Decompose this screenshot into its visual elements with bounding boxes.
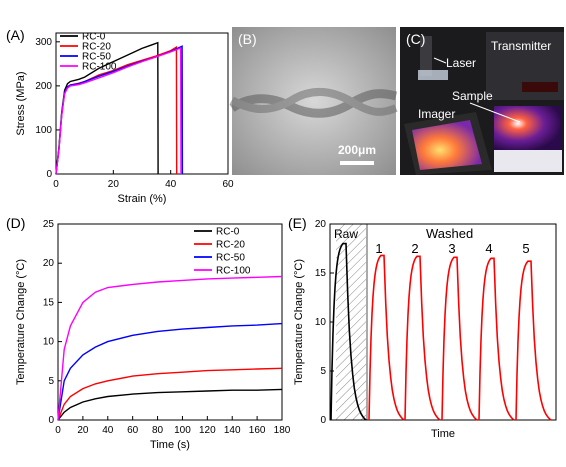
x-tick-label: 180 — [274, 425, 291, 436]
transmitter-display — [522, 82, 558, 92]
panel-a-tag: (A) — [6, 27, 25, 43]
raw-label: Raw — [334, 227, 358, 241]
x-axis-label: Time — [431, 428, 455, 440]
cycle-curve — [478, 257, 515, 421]
y-tick-label: 200 — [35, 81, 52, 92]
legend-label: RC-20 — [82, 42, 111, 53]
cycle-curve — [441, 256, 478, 421]
monitor-screen — [494, 106, 562, 150]
y-tick-label: 10 — [315, 317, 327, 328]
legend-label: RC-20 — [216, 240, 245, 251]
laser-mount — [420, 36, 432, 76]
y-tick-label: 300 — [35, 37, 52, 48]
x-tick-label: 0 — [53, 179, 59, 190]
series-line-rc-100 — [57, 275, 283, 421]
x-tick-label: 80 — [152, 425, 164, 436]
cycle-label: 5 — [522, 241, 529, 256]
series-line-rc-20 — [57, 367, 283, 421]
legend-label: RC-50 — [216, 253, 245, 264]
x-axis-label: Time (s) — [150, 439, 190, 451]
scale-bar-label: 200μm — [338, 143, 376, 157]
x-tick-label: 160 — [249, 425, 266, 436]
label-transmitter: Transmitter — [491, 39, 551, 53]
y-tick-label: 10 — [43, 337, 55, 348]
cycle-curve — [404, 255, 441, 421]
cycle-curve — [368, 254, 405, 421]
monitor-lower-screen — [494, 150, 562, 172]
x-tick-label: 20 — [77, 425, 89, 436]
washed-label: Washed — [426, 226, 473, 241]
cycle-label: 2 — [411, 241, 418, 256]
sample-holder — [418, 70, 448, 80]
label-imager: Imager — [418, 107, 455, 121]
legend-label: RC-50 — [82, 52, 111, 63]
series-line-rc-100 — [55, 46, 182, 175]
panel-c-tag: (C) — [406, 31, 425, 47]
series-line-rc-50 — [57, 322, 283, 421]
y-tick-label: 0 — [46, 169, 52, 180]
y-axis-label: Temperature Change (°C) — [15, 259, 27, 385]
y-axis-label: Temperature Change (°C) — [293, 259, 305, 385]
stress-strain-chart: 0 20 40 60 0 100 200 300 Strain (%) Stress (MPa) R… — [15, 32, 234, 206]
cycle-label: 3 — [448, 241, 455, 256]
x-tick-label: 60 — [222, 179, 234, 190]
sample-pointer-line — [469, 102, 521, 123]
y-axis-label: Stress (MPa) — [15, 71, 27, 135]
x-tick-label: 60 — [127, 425, 139, 436]
panel-b-tag: (B) — [238, 31, 257, 47]
series-line-rc-0 — [57, 388, 283, 421]
panel-c: (C) Laser Transmitter Sample Imager — [400, 27, 564, 175]
y-tick-label: 0 — [48, 415, 54, 426]
x-tick-label: 140 — [224, 425, 241, 436]
legend-label: RC-0 — [82, 32, 106, 43]
x-tick-label: 40 — [102, 425, 114, 436]
thermal-imager-screen — [412, 120, 482, 170]
y-tick-label: 20 — [43, 258, 55, 269]
x-tick-label: 0 — [55, 425, 61, 436]
cycle-curve — [330, 242, 367, 421]
label-laser: Laser — [446, 56, 476, 70]
y-tick-label: 25 — [43, 219, 55, 230]
x-tick-label: 40 — [165, 179, 177, 190]
panel-d-tag: (D) — [6, 215, 25, 231]
raw-region-hatch — [336, 224, 366, 420]
scale-bar — [340, 161, 374, 165]
panel-a: (A) 0 20 40 60 0 100 200 300 Strain (%) Stress (M… — [6, 27, 234, 205]
x-tick-label: 120 — [199, 425, 216, 436]
cycle-label: 1 — [375, 241, 382, 256]
y-tick-label: 0 — [320, 415, 326, 426]
temperature-vs-time-chart: 0 20 40 60 80 100 120 140 160 180 0 5 10 15 20 25 Time (… — [15, 219, 291, 451]
laser-pointer-line — [433, 57, 447, 64]
legend-label: RC-100 — [216, 266, 251, 277]
cycle-label: 4 — [485, 241, 492, 256]
x-tick-label: 20 — [108, 179, 120, 190]
y-tick-label: 5 — [48, 376, 54, 387]
y-tick-label: 15 — [315, 268, 327, 279]
panel-e-tag: (E) — [288, 215, 307, 231]
y-tick-label: 15 — [43, 297, 55, 308]
panel-d: (D) 0 20 40 60 80 100 120 140 160 180 0 5 10 15 20 25 Ti… — [6, 215, 291, 451]
x-axis-label: Strain (%) — [118, 193, 167, 205]
y-tick-label: 5 — [320, 366, 326, 377]
panel-b: (B) 200μm — [229, 27, 398, 175]
legend-label: RC-100 — [82, 62, 117, 73]
plot-frame — [55, 32, 229, 175]
y-tick-label: 100 — [35, 125, 52, 136]
y-tick-label: 20 — [315, 219, 327, 230]
legend-label: RC-0 — [216, 227, 240, 238]
fiber-twist-image — [229, 87, 398, 118]
x-tick-label: 100 — [174, 425, 191, 436]
plot-frame — [57, 223, 283, 421]
cycle-curve — [515, 260, 552, 421]
label-sample: Sample — [452, 89, 493, 103]
